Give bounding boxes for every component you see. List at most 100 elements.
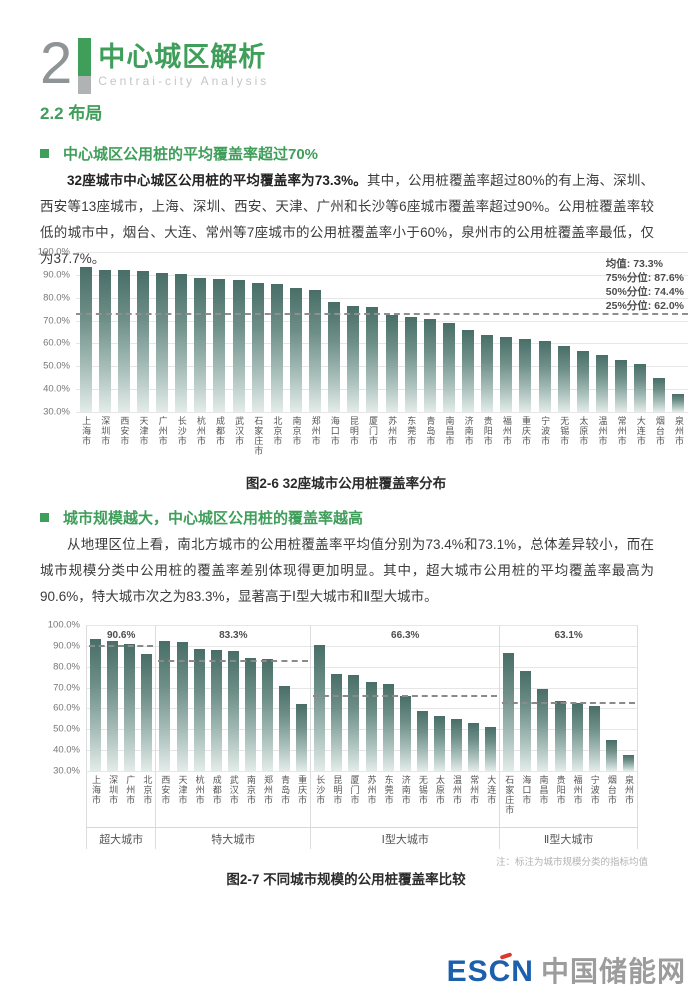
bar-slot [586,625,603,771]
gridline [76,366,688,368]
group-name: 特大城市 [156,828,312,849]
bar-slot [478,252,497,412]
y-axis-tick-label: 70.0% [53,682,80,694]
bar [117,270,130,412]
y-axis-tick-label: 60.0% [43,337,70,349]
escn-logo-text: ESCN [447,952,534,989]
bar-slot [363,252,382,412]
grouped-plot: 90.6% 83.3% 66.3% 63.1% [86,625,638,772]
city-label: 重庆市 [520,416,531,446]
bar [588,705,600,771]
bar-slot [459,252,478,412]
bar-slot [482,625,499,771]
bar [331,673,343,771]
legend-line: 50%分位: 74.4% [605,286,684,298]
bar-slot [592,252,611,412]
label-slot: 宁波市 [535,416,554,466]
city-label: 长沙市 [176,416,187,446]
gridline [76,274,688,276]
bar-slot [344,252,363,412]
bar [309,289,322,412]
bar-slot [311,625,328,771]
group-name: 超大城市 [87,828,157,849]
bar-slot [104,625,121,771]
gridline [76,297,688,299]
bar-slot [420,252,439,412]
chapter-header: 2 中心城区解析 Centrai-city Analysis [40,35,269,94]
group-name-label: 特大城市 [211,833,256,846]
city-label: 武汉市 [234,416,245,446]
group-name-label: 超大城市 [99,833,144,846]
label-slot: 郑州市 [306,416,325,466]
bar [385,314,398,412]
bar [451,718,463,771]
heading-city-size-text: 城市规模越大，中心城区公用桩的覆盖率越高 [63,510,364,527]
y-axis-tick-label: 100.0% [37,246,70,258]
y-axis: 100.0% 90.0% 80.0% 70.0% 60.0% 50.0% 40.0% 30.0… [40,620,86,777]
label-slot: 无锡市 [414,775,431,827]
bar-slot [397,625,414,771]
group-city-labels: 西安市 天津市 杭州市 成都市 武汉市 南京市 郑州市 青岛市 重庆市 [156,771,312,827]
city-label: 海口市 [521,775,532,805]
bar [468,723,480,771]
gridlines [86,625,638,772]
bar-slot [276,625,293,771]
section-title: 2.2 布局 [40,104,103,123]
bar [615,359,628,412]
city-label: 天津市 [138,416,149,446]
bar [98,269,111,412]
city-size-group: 66.3% [311,625,501,771]
bar-slot [573,252,592,412]
city-label: 武汉市 [228,775,239,805]
city-label: 苏州市 [366,775,377,805]
bar-slot [439,252,458,412]
bar [576,351,589,412]
bar [314,644,326,771]
bar-slot [401,252,420,412]
bar-slot [497,252,516,412]
city-label: 北京市 [142,775,153,805]
bar-slot [414,625,431,771]
group-mean-dashed-line [502,701,635,704]
city-label: 长沙市 [315,775,326,805]
gridline [76,320,688,322]
label-slot: 成都市 [208,775,225,827]
label-slot: 上海市 [87,775,104,827]
bar-slot [569,625,586,771]
bar-slot [172,252,191,412]
bar-slot [382,252,401,412]
bar [176,642,188,771]
label-slot: 杭州市 [191,775,208,827]
city-label: 郑州市 [262,775,273,805]
city-size-group: 90.6% [87,625,157,771]
gridline [86,666,638,668]
y-axis-tick-label: 90.0% [53,640,80,652]
figure-2-7-caption: 图2-7 不同城市规模的公用桩覆盖率比较 [226,872,466,887]
label-slot: 东莞市 [401,416,420,466]
bar-slot [620,625,637,771]
city-label: 福州市 [572,775,583,805]
city-label: 东莞市 [406,416,417,446]
label-slot: 上海市 [76,416,95,466]
city-label: 无锡市 [417,775,428,805]
bar-slot [191,625,208,771]
y-axis-tick-label: 40.0% [53,744,80,756]
heading-coverage-text: 中心城区公用桩的平均覆盖率超过70% [63,146,319,163]
bar [571,702,583,771]
bar [605,740,617,771]
city-label: 成都市 [211,775,222,805]
y-axis-tick-label: 50.0% [43,360,70,372]
label-slot: 苏州市 [363,775,380,827]
bar [141,654,153,771]
bar [503,653,515,771]
city-label: 南昌市 [538,775,549,805]
group-bars [87,625,155,771]
label-slot: 海口市 [517,775,534,827]
city-size-groups: 90.6% 83.3% 66.3% 63.1% [86,625,638,771]
plot-area: 90.6% 83.3% 66.3% 63.1% 上海市 深圳市 广州市 北京市 西安市 天津市杭… [86,625,638,849]
bar-slot [612,252,631,412]
gridline [86,750,638,752]
bar-slot [95,252,114,412]
chart-figure-2-6: 100.0% 90.0% 80.0% 70.0% 60.0% 50.0% 40.0% 30.0… [36,247,688,466]
